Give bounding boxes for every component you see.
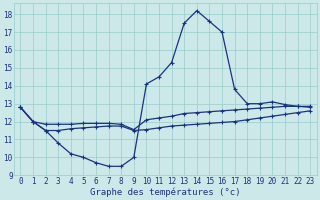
X-axis label: Graphe des températures (°c): Graphe des températures (°c): [90, 187, 241, 197]
